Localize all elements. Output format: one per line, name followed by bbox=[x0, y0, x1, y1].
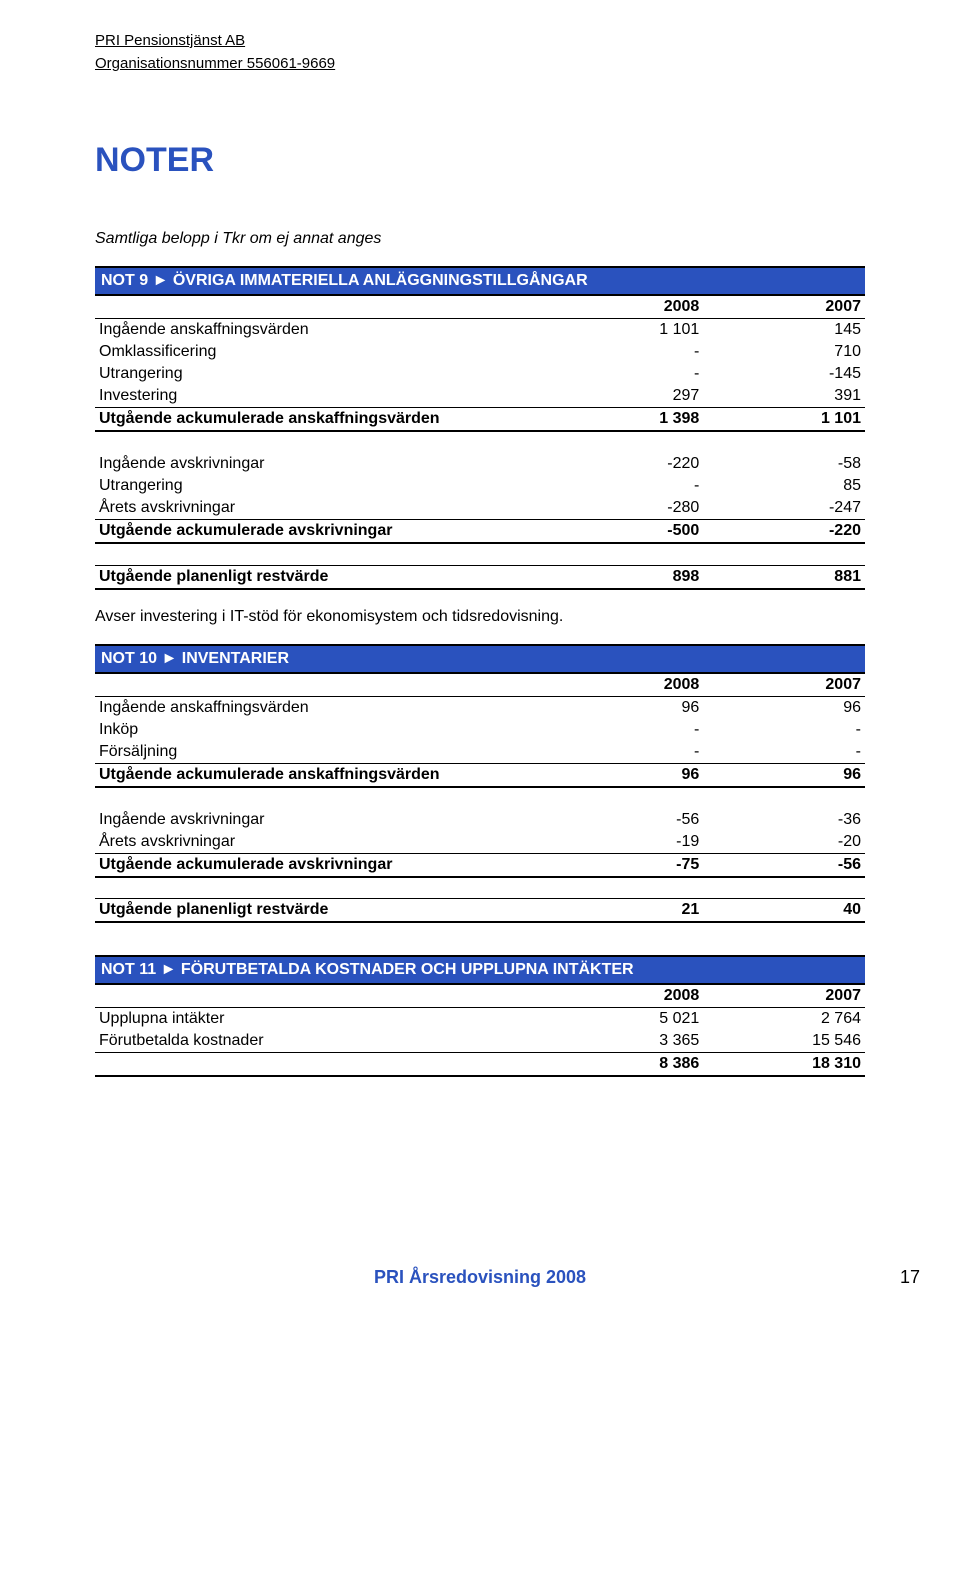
year-2007: 2007 bbox=[703, 296, 865, 319]
table-row: Utgående ackumulerade anskaffningsvärden… bbox=[95, 763, 865, 787]
table-row: Utrangering-85 bbox=[95, 475, 865, 497]
page-title: NOTER bbox=[95, 141, 865, 180]
table-row: Ingående anskaffningsvärden9696 bbox=[95, 696, 865, 719]
table-row: Inköp-- bbox=[95, 719, 865, 741]
table-row: Utgående planenligt restvärde2140 bbox=[95, 899, 865, 923]
table-row: Utgående planenligt restvärde898881 bbox=[95, 565, 865, 589]
org-number: Organisationsnummer 556061-9669 bbox=[95, 53, 865, 76]
footer-text: PRI Årsredovisning 2008 bbox=[0, 1267, 960, 1288]
year-2007: 2007 bbox=[703, 674, 865, 697]
table-row: Upplupna intäkter5 0212 764 bbox=[95, 1008, 865, 1031]
table-row: Årets avskrivningar-19-20 bbox=[95, 831, 865, 854]
table-row: Investering297391 bbox=[95, 385, 865, 408]
table-row: Utgående ackumulerade avskrivningar-75-5… bbox=[95, 853, 865, 877]
table-row: Ingående anskaffningsvärden1 101145 bbox=[95, 319, 865, 342]
note10-header: NOT 10 ► INVENTARIER bbox=[95, 644, 865, 674]
year-2007: 2007 bbox=[703, 985, 865, 1008]
year-2008: 2008 bbox=[542, 674, 704, 697]
note9-table: 2008 2007 Ingående anskaffningsvärden1 1… bbox=[95, 296, 865, 590]
company-name: PRI Pensionstjänst AB bbox=[95, 30, 865, 53]
note11-table: 2008 2007 Upplupna intäkter5 0212 764 Fö… bbox=[95, 985, 865, 1077]
table-row: Utrangering--145 bbox=[95, 363, 865, 385]
table-row: Utgående ackumulerade avskrivningar-500-… bbox=[95, 520, 865, 544]
subtitle: Samtliga belopp i Tkr om ej annat anges bbox=[95, 230, 865, 248]
table-row: 8 38618 310 bbox=[95, 1053, 865, 1077]
page-number: 17 bbox=[900, 1267, 920, 1288]
table-row: Försäljning-- bbox=[95, 741, 865, 764]
table-row: Ingående avskrivningar-220-58 bbox=[95, 453, 865, 475]
note11-header: NOT 11 ► FÖRUTBETALDA KOSTNADER OCH UPPL… bbox=[95, 955, 865, 985]
table-row: Ingående avskrivningar-56-36 bbox=[95, 809, 865, 831]
year-2008: 2008 bbox=[542, 296, 704, 319]
table-row: Omklassificering-710 bbox=[95, 341, 865, 363]
note10-table: 2008 2007 Ingående anskaffningsvärden969… bbox=[95, 674, 865, 924]
note9-header: NOT 9 ► ÖVRIGA IMMATERIELLA ANLÄGGNINGST… bbox=[95, 266, 865, 296]
table-row: Utgående ackumulerade anskaffningsvärden… bbox=[95, 408, 865, 432]
year-2008: 2008 bbox=[542, 985, 704, 1008]
note9-text: Avser investering i IT-stöd för ekonomis… bbox=[95, 608, 865, 626]
table-row: Årets avskrivningar-280-247 bbox=[95, 497, 865, 520]
table-row: Förutbetalda kostnader3 36515 546 bbox=[95, 1030, 865, 1053]
